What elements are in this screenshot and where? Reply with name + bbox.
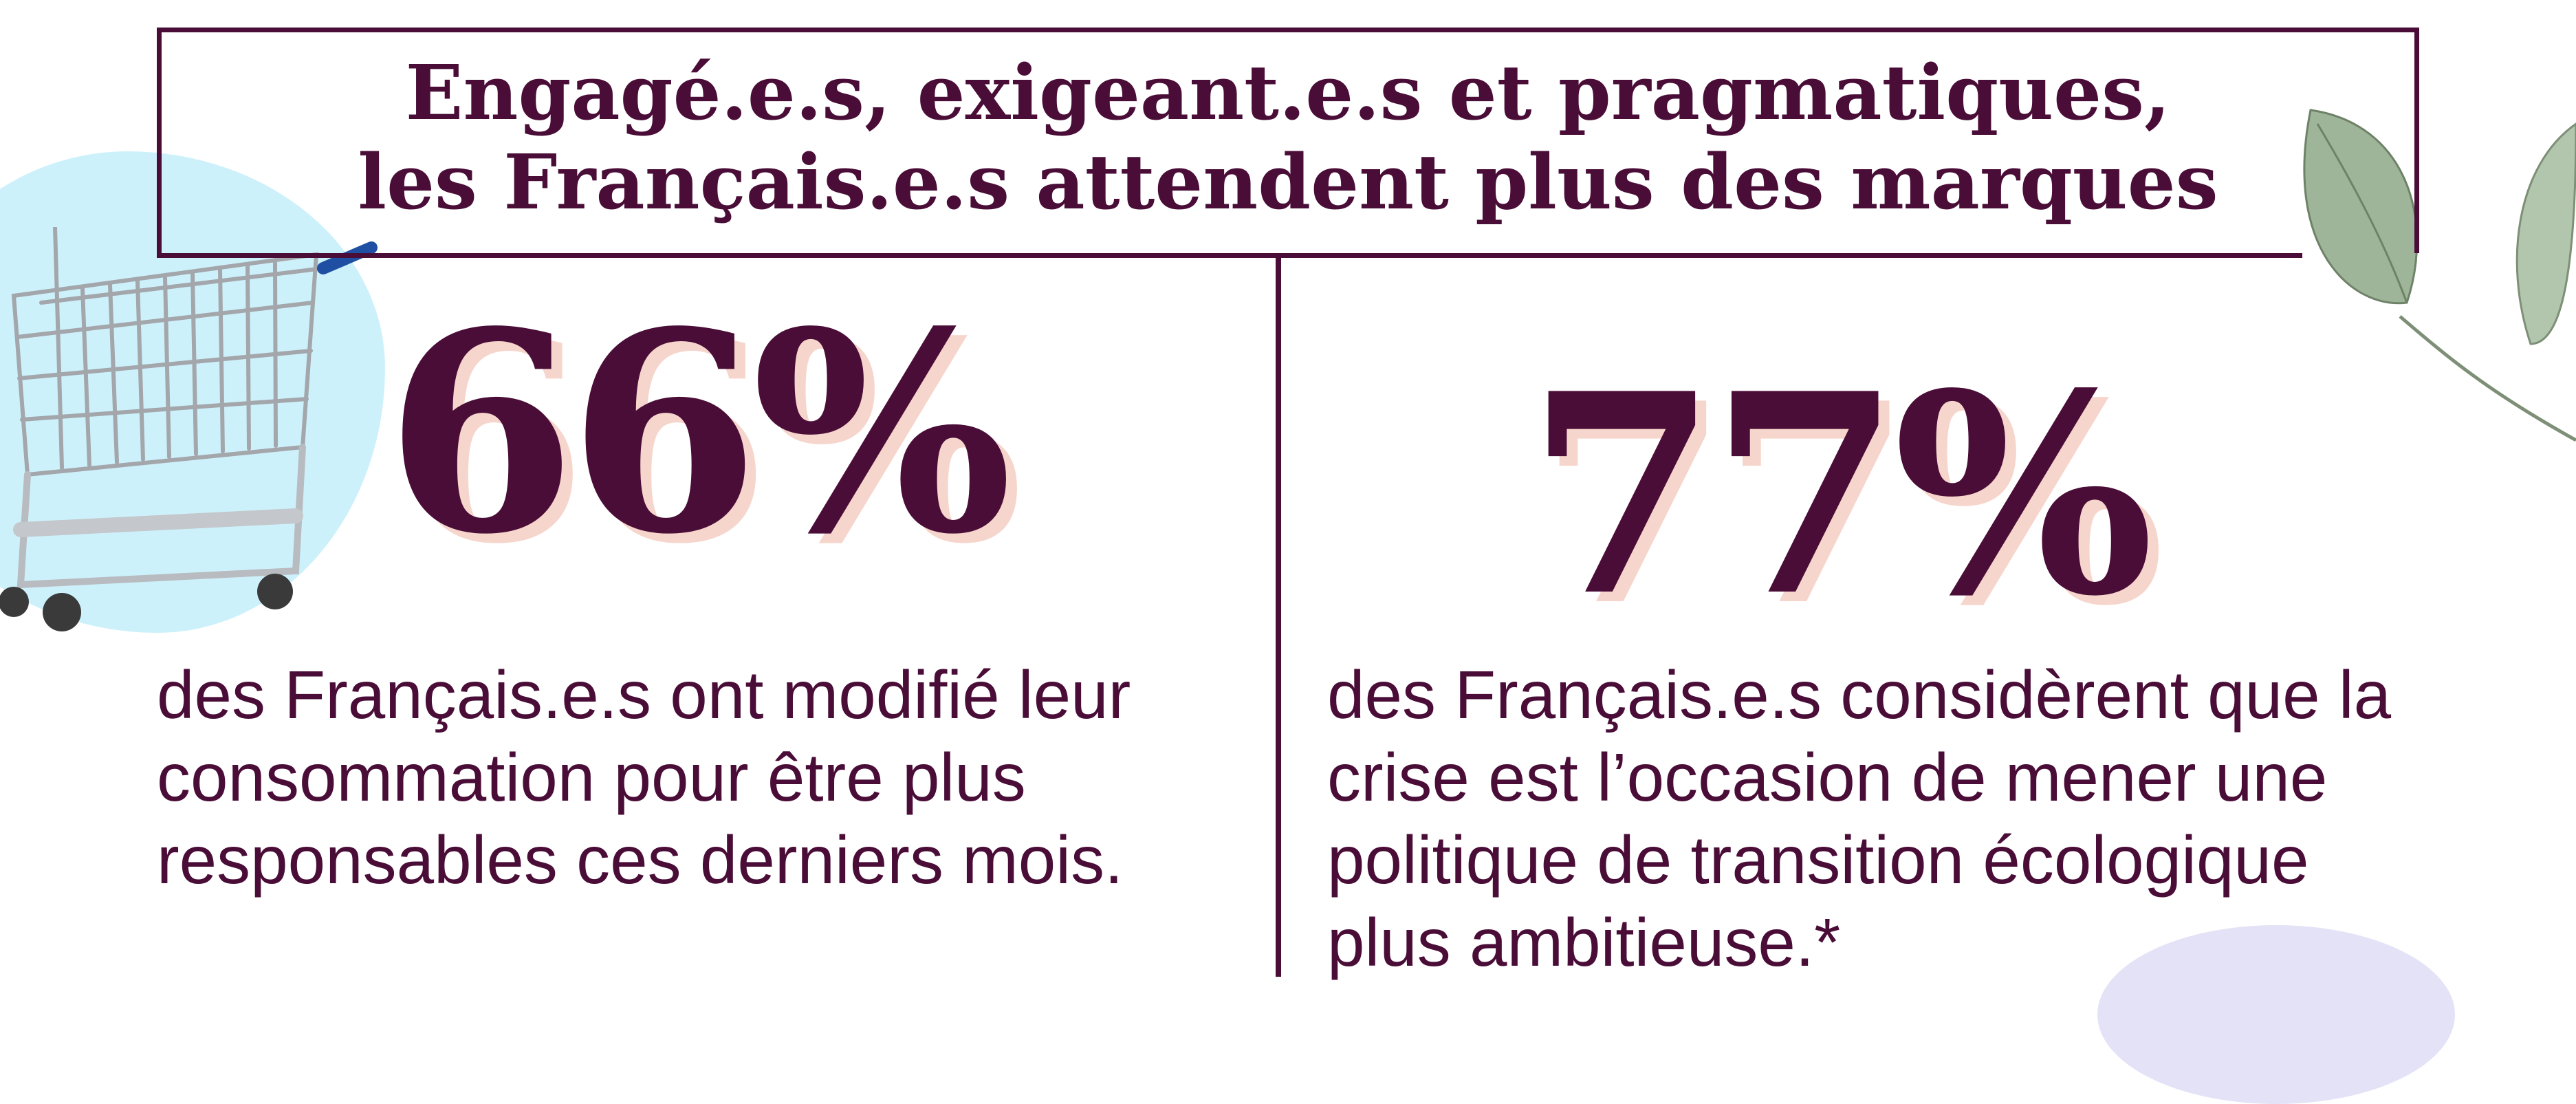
title-underline [157, 253, 2302, 258]
stat-right-line-1: des Français.e.s considèrent que la [1327, 657, 2392, 733]
headline: Engagé.e.s, exigeant.e.s et pragmatiques… [157, 48, 2419, 227]
shopping-cart-icon [0, 227, 378, 631]
stat-description-left: des Français.e.s ont modifié leur consom… [157, 653, 1271, 901]
stat-left-line-3: responsables ces derniers mois. [157, 822, 1124, 898]
headline-line-1: Engagé.e.s, exigeant.e.s et pragmatiques… [405, 48, 2171, 137]
stat-value-66: 66% [385, 272, 1013, 595]
stat-right-line-3: politique de transition écologique [1327, 822, 2309, 898]
stat-left-line-2: consommation pour être plus [157, 739, 1026, 815]
stat-right-line-4: plus ambitieuse.* [1327, 905, 1841, 980]
eucalyptus-leaves-illustration [2303, 109, 2576, 442]
stat-value-77: 77% [1527, 334, 2154, 657]
stat-right-line-2: crise est l’occasion de mener une [1327, 739, 2328, 815]
title-frame [157, 28, 2419, 253]
headline-line-2: les Français.e.s attendent plus des marq… [358, 138, 2218, 226]
stat-description-right: des Français.e.s considèrent que la cris… [1327, 653, 2537, 984]
stat-left-line-1: des Français.e.s ont modifié leur [157, 657, 1131, 733]
column-divider [1276, 258, 1281, 977]
